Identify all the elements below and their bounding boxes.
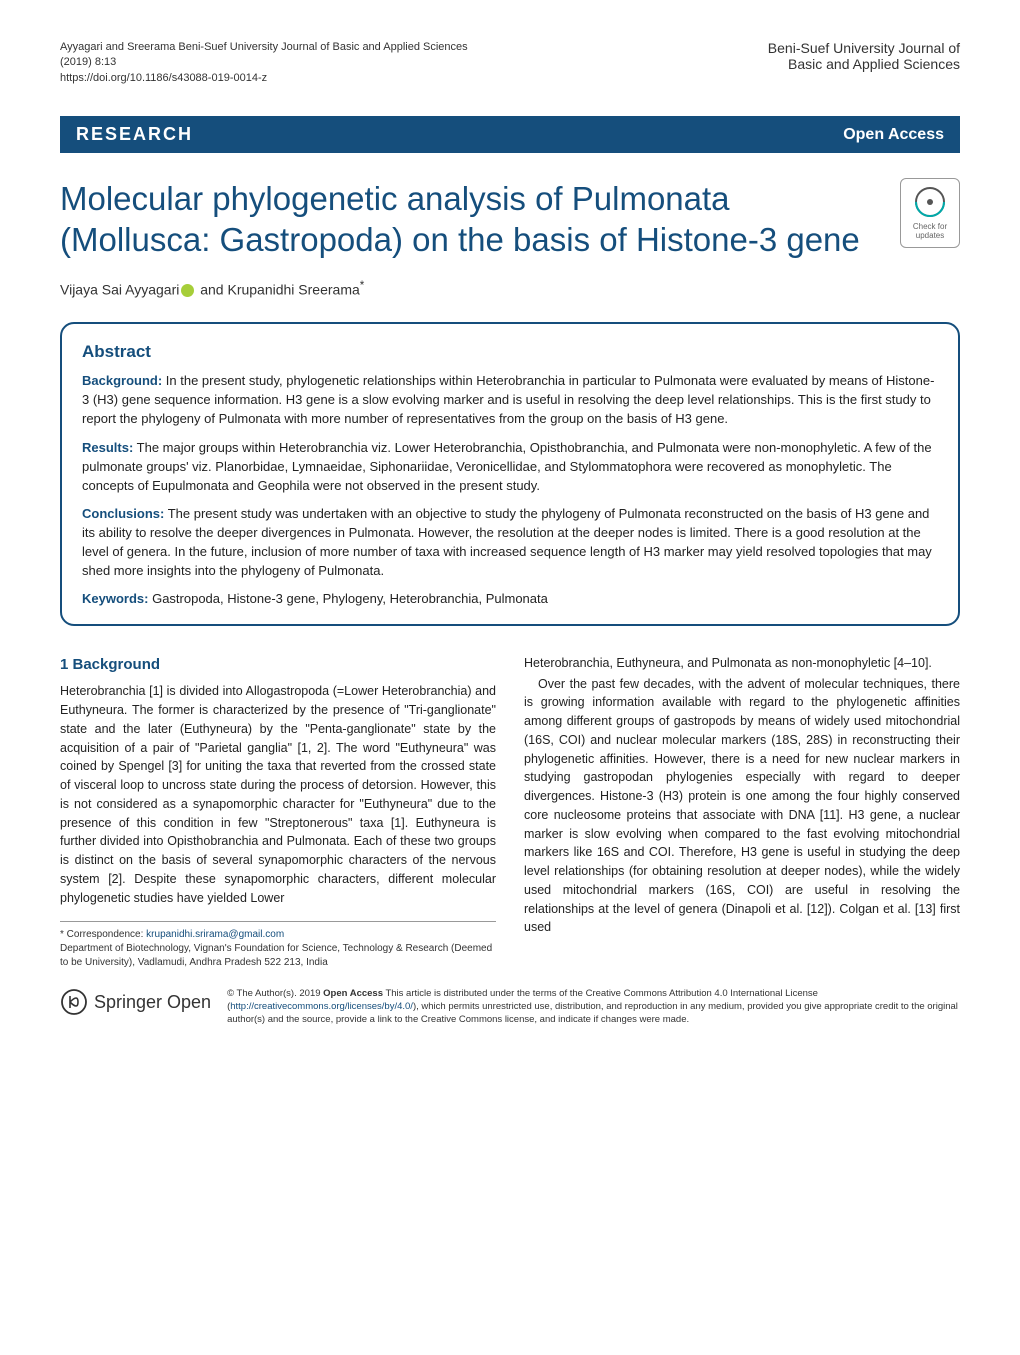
license-open-access-bold: Open Access [323,988,383,999]
abstract-results-label: Results: [82,440,133,455]
abstract-heading: Abstract [82,342,938,362]
correspondence-label: * Correspondence: [60,929,146,940]
corresponding-asterisk: * [360,279,365,292]
abstract-box: Abstract Background: In the present stud… [60,322,960,625]
check-updates-line2: updates [916,231,944,240]
license-cc-url[interactable]: http://creativecommons.org/licenses/by/4… [230,1001,413,1012]
abstract-conclusions-text: The present study was undertaken with an… [82,506,932,578]
col2-paragraph-1: Heterobranchia, Euthyneura, and Pulmonat… [524,654,960,673]
keywords-line: Keywords: Gastropoda, Histone-3 gene, Ph… [82,591,938,606]
orcid-icon[interactable] [181,284,194,297]
springer-icon [60,988,88,1016]
col1-paragraph-1: Heterobranchia [1] is divided into Allog… [60,682,496,907]
author-1: Vijaya Sai Ayyagari [60,281,179,297]
abstract-background-text: In the present study, phylogenetic relat… [82,373,934,426]
license-row: Springer Open © The Author(s). 2019 Open… [60,988,960,1026]
check-updates-badge[interactable]: Check for updates [900,178,960,248]
col2-paragraph-2: Over the past few decades, with the adve… [524,675,960,938]
correspondence-block: * Correspondence: krupanidhi.srirama@gma… [60,928,496,970]
research-banner: RESEARCH Open Access [60,116,960,153]
journal-line-2: Basic and Applied Sciences [768,56,960,72]
crossmark-icon [914,186,946,218]
left-column: 1 Background Heterobranchia [1] is divid… [60,654,496,971]
author-conjunction: and Krupanidhi Sreerama [200,281,360,297]
springer-open-text: Springer Open [94,992,211,1013]
citation-line-1: Ayyagari and Sreerama Beni-Suef Universi… [60,40,468,55]
license-text: © The Author(s). 2019 Open Access This a… [227,988,960,1026]
check-updates-line1: Check for [913,222,947,231]
title-row: Molecular phylogenetic analysis of Pulmo… [60,178,960,279]
journal-line-1: Beni-Suef University Journal of [768,40,960,56]
abstract-conclusions-label: Conclusions: [82,506,164,521]
journal-name-block: Beni-Suef University Journal of Basic an… [768,40,960,72]
citation-block: Ayyagari and Sreerama Beni-Suef Universi… [60,40,468,86]
doi-line: https://doi.org/10.1186/s43088-019-0014-… [60,71,468,86]
keywords-label: Keywords: [82,591,148,606]
article-title: Molecular phylogenetic analysis of Pulmo… [60,178,880,261]
correspondence-affiliation: Department of Biotechnology, Vignan's Fo… [60,943,492,968]
footnote-divider [60,921,496,922]
open-access-label: Open Access [843,126,944,144]
right-column: Heterobranchia, Euthyneura, and Pulmonat… [524,654,960,971]
abstract-results-text: The major groups within Heterobranchia v… [82,440,932,493]
abstract-conclusions: Conclusions: The present study was under… [82,505,938,580]
springer-open-logo: Springer Open [60,988,211,1016]
body-two-column: 1 Background Heterobranchia [1] is divid… [60,654,960,971]
abstract-background: Background: In the present study, phylog… [82,372,938,429]
research-label: RESEARCH [76,124,193,145]
keywords-text: Gastropoda, Histone-3 gene, Phylogeny, H… [148,591,547,606]
authors-line: Vijaya Sai Ayyagari and Krupanidhi Sreer… [60,279,960,298]
correspondence-email[interactable]: krupanidhi.srirama@gmail.com [146,929,284,940]
citation-line-2: (2019) 8:13 [60,55,468,70]
section-heading-background: 1 Background [60,654,496,677]
license-prefix: © The Author(s). 2019 [227,988,323,999]
abstract-results: Results: The major groups within Heterob… [82,439,938,496]
header-top: Ayyagari and Sreerama Beni-Suef Universi… [60,40,960,86]
abstract-background-label: Background: [82,373,162,388]
